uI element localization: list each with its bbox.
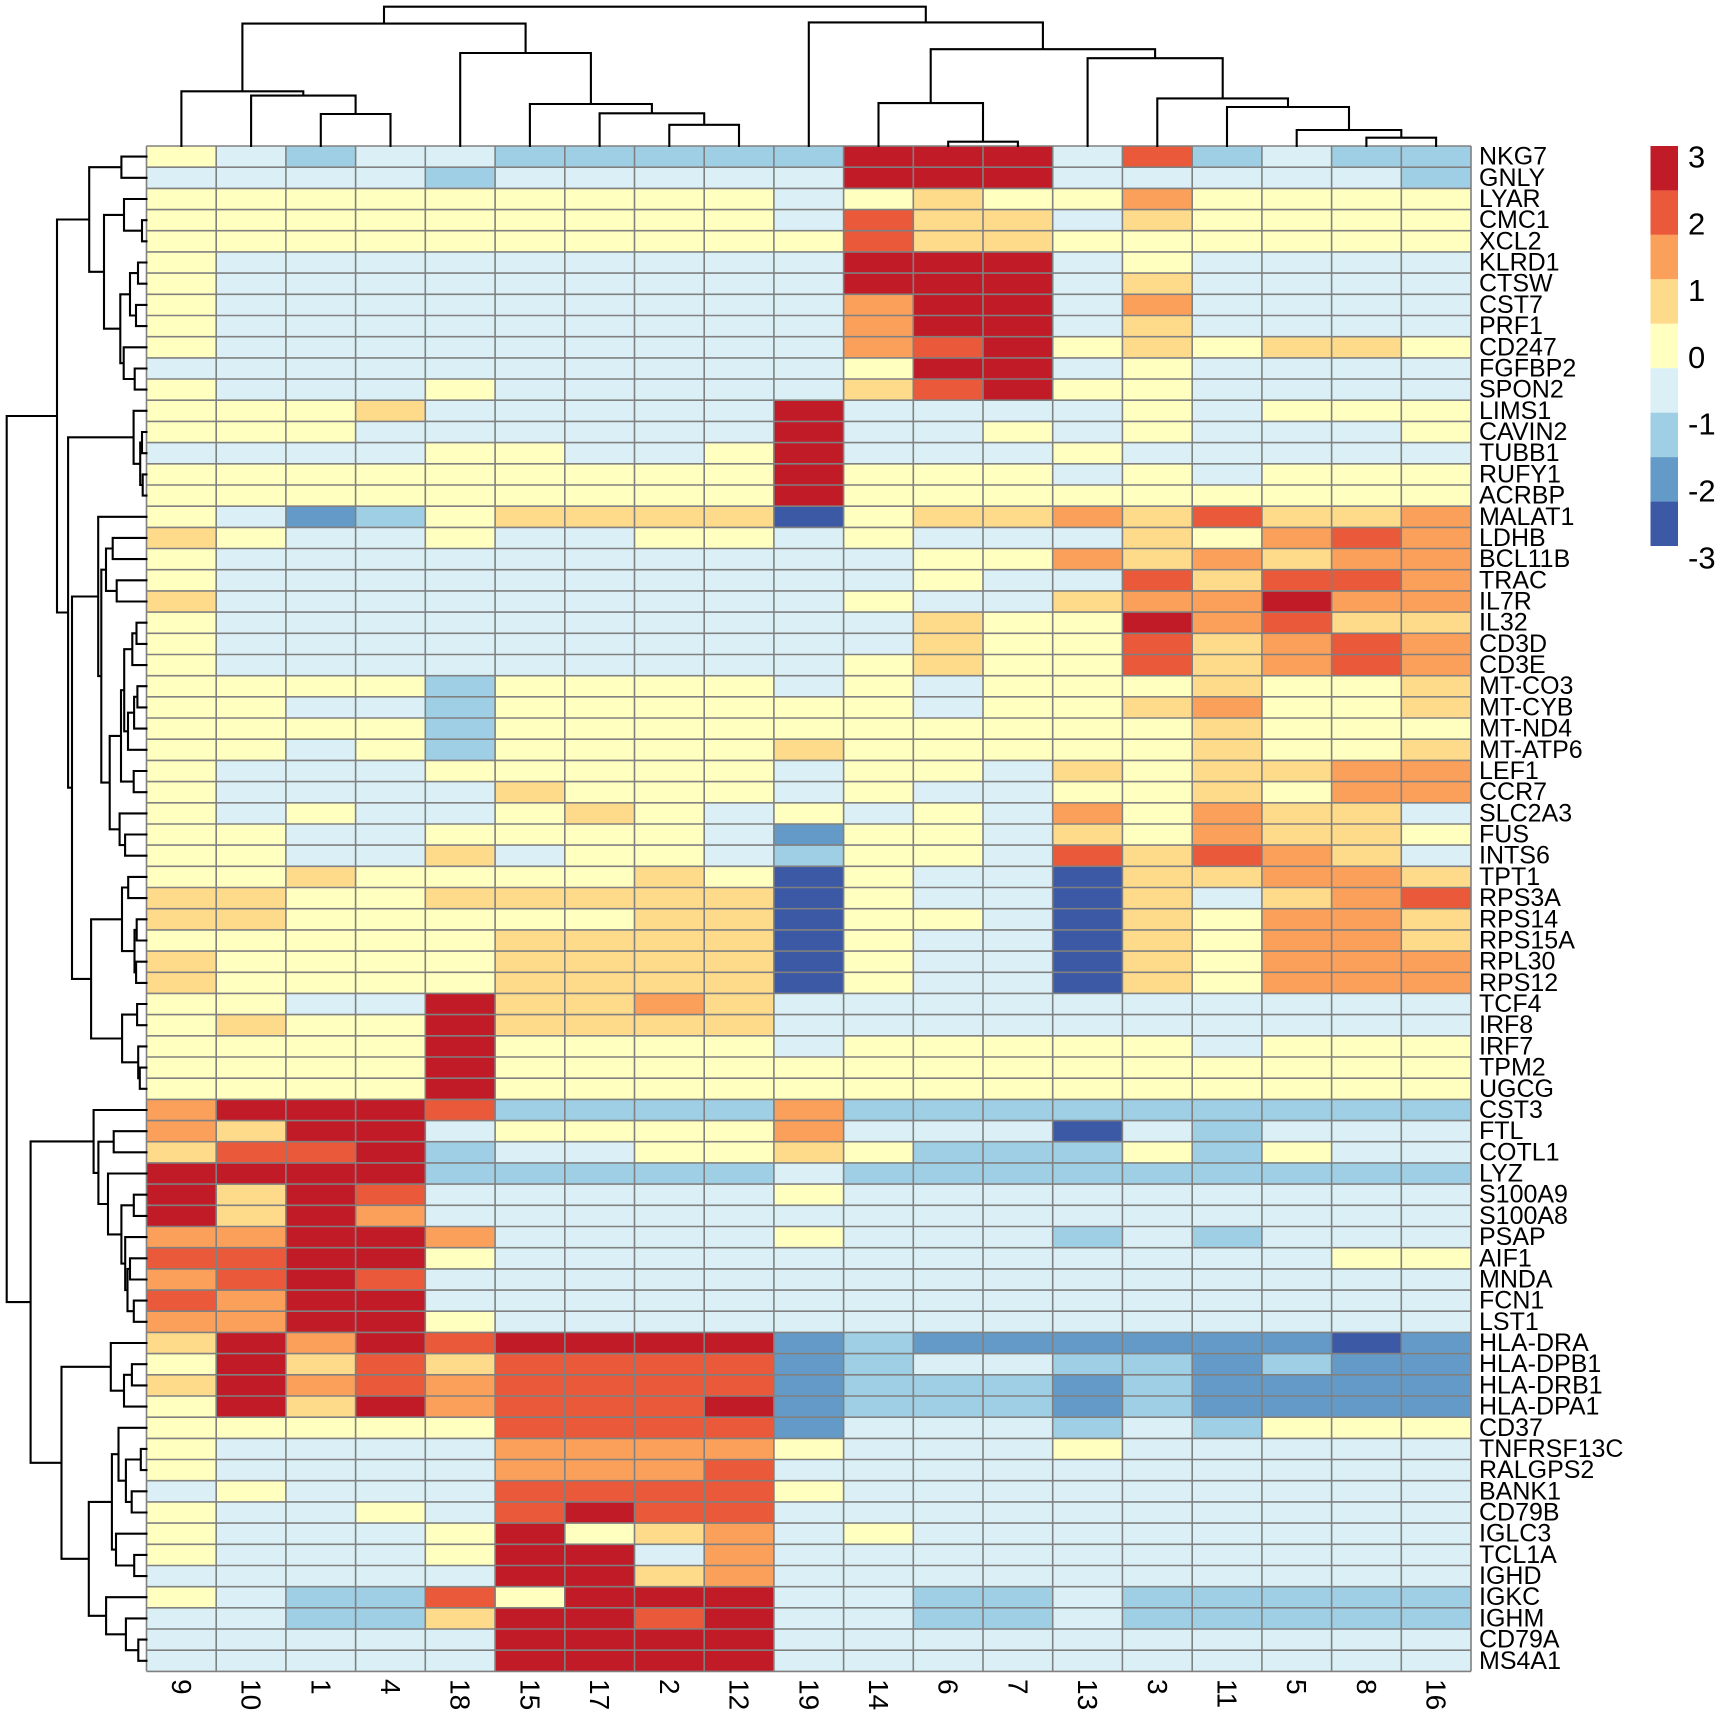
svg-text:CD3D: CD3D: [1479, 630, 1547, 658]
svg-text:UGCG: UGCG: [1479, 1075, 1554, 1103]
svg-text:IGKC: IGKC: [1479, 1583, 1540, 1611]
svg-text:AIF1: AIF1: [1479, 1244, 1532, 1272]
svg-text:LYZ: LYZ: [1479, 1160, 1523, 1188]
svg-text:MT-ATP6: MT-ATP6: [1479, 736, 1583, 764]
svg-text:S100A8: S100A8: [1479, 1202, 1568, 1230]
svg-text:MT-ND4: MT-ND4: [1479, 715, 1572, 743]
svg-text:3: 3: [1688, 140, 1705, 175]
svg-text:MNDA: MNDA: [1479, 1266, 1553, 1294]
svg-text:NKG7: NKG7: [1479, 143, 1547, 171]
svg-text:16: 16: [1421, 1679, 1452, 1710]
svg-text:IRF8: IRF8: [1479, 1011, 1533, 1039]
svg-text:CST7: CST7: [1479, 291, 1543, 319]
svg-text:BCL11B: BCL11B: [1479, 545, 1570, 573]
svg-text:TPT1: TPT1: [1479, 863, 1540, 891]
svg-text:6: 6: [933, 1679, 964, 1695]
svg-text:CD37: CD37: [1479, 1414, 1543, 1442]
svg-text:-2: -2: [1688, 474, 1716, 509]
svg-text:HLA-DRA: HLA-DRA: [1479, 1329, 1589, 1357]
svg-text:5: 5: [1281, 1679, 1312, 1695]
svg-text:FTL: FTL: [1479, 1117, 1524, 1145]
svg-text:RPL30: RPL30: [1479, 948, 1555, 976]
svg-text:2: 2: [1688, 206, 1705, 241]
svg-text:11: 11: [1212, 1679, 1243, 1708]
svg-text:19: 19: [793, 1679, 824, 1710]
svg-text:8: 8: [1351, 1679, 1382, 1695]
svg-text:MT-CYB: MT-CYB: [1479, 693, 1573, 721]
svg-text:SLC2A3: SLC2A3: [1479, 799, 1572, 827]
svg-text:CD3E: CD3E: [1479, 651, 1546, 679]
svg-text:IGHM: IGHM: [1479, 1604, 1544, 1632]
svg-text:CD79A: CD79A: [1479, 1626, 1560, 1654]
svg-text:3: 3: [1142, 1679, 1173, 1695]
svg-text:FUS: FUS: [1479, 821, 1529, 849]
svg-text:RPS15A: RPS15A: [1479, 927, 1575, 955]
svg-text:LST1: LST1: [1479, 1308, 1539, 1336]
svg-text:IRF7: IRF7: [1479, 1032, 1533, 1060]
svg-text:COTL1: COTL1: [1479, 1138, 1560, 1166]
svg-text:1: 1: [305, 1679, 336, 1695]
svg-text:17: 17: [584, 1679, 615, 1710]
svg-text:LEF1: LEF1: [1479, 757, 1539, 785]
svg-text:IL32: IL32: [1479, 609, 1528, 637]
svg-text:TNFRSF13C: TNFRSF13C: [1479, 1435, 1623, 1463]
svg-text:CD247: CD247: [1479, 333, 1557, 361]
svg-text:-3: -3: [1688, 540, 1716, 575]
svg-text:TCL1A: TCL1A: [1479, 1541, 1557, 1569]
svg-text:CD79B: CD79B: [1479, 1499, 1560, 1527]
svg-text:IL7R: IL7R: [1479, 588, 1532, 616]
svg-text:CST3: CST3: [1479, 1096, 1543, 1124]
svg-text:CCR7: CCR7: [1479, 778, 1547, 806]
svg-text:GNLY: GNLY: [1479, 164, 1546, 192]
svg-text:IGLC3: IGLC3: [1479, 1520, 1551, 1548]
svg-text:PRF1: PRF1: [1479, 312, 1543, 340]
svg-text:-1: -1: [1688, 407, 1716, 442]
svg-text:TPM2: TPM2: [1479, 1054, 1546, 1082]
svg-text:HLA-DPA1: HLA-DPA1: [1479, 1393, 1599, 1421]
svg-text:INTS6: INTS6: [1479, 842, 1550, 870]
svg-text:LIMS1: LIMS1: [1479, 397, 1551, 425]
svg-text:RALGPS2: RALGPS2: [1479, 1456, 1594, 1484]
svg-text:2: 2: [654, 1679, 685, 1695]
svg-text:S100A9: S100A9: [1479, 1181, 1568, 1209]
svg-text:7: 7: [1002, 1679, 1033, 1695]
svg-text:TUBB1: TUBB1: [1479, 439, 1560, 467]
svg-text:KLRD1: KLRD1: [1479, 249, 1560, 277]
svg-text:CMC1: CMC1: [1479, 206, 1550, 234]
svg-text:RPS3A: RPS3A: [1479, 884, 1561, 912]
svg-text:FCN1: FCN1: [1479, 1287, 1544, 1315]
svg-text:LYAR: LYAR: [1479, 185, 1541, 213]
svg-text:MALAT1: MALAT1: [1479, 503, 1574, 531]
svg-text:HLA-DPB1: HLA-DPB1: [1479, 1350, 1601, 1378]
svg-text:CTSW: CTSW: [1479, 270, 1553, 298]
svg-text:MT-CO3: MT-CO3: [1479, 672, 1573, 700]
svg-text:IGHD: IGHD: [1479, 1562, 1542, 1590]
svg-text:4: 4: [375, 1679, 406, 1695]
svg-text:13: 13: [1072, 1679, 1103, 1710]
svg-text:CAVIN2: CAVIN2: [1479, 418, 1567, 446]
svg-text:TCF4: TCF4: [1479, 990, 1542, 1018]
svg-text:XCL2: XCL2: [1479, 227, 1542, 255]
svg-text:14: 14: [863, 1679, 894, 1710]
svg-text:10: 10: [236, 1679, 267, 1710]
svg-text:9: 9: [166, 1679, 197, 1695]
svg-text:RPS12: RPS12: [1479, 969, 1558, 997]
svg-text:0: 0: [1688, 340, 1705, 375]
svg-text:15: 15: [514, 1679, 545, 1710]
svg-text:HLA-DRB1: HLA-DRB1: [1479, 1371, 1603, 1399]
svg-text:BANK1: BANK1: [1479, 1477, 1561, 1505]
svg-text:MS4A1: MS4A1: [1479, 1647, 1561, 1675]
svg-text:LDHB: LDHB: [1479, 524, 1546, 552]
svg-text:PSAP: PSAP: [1479, 1223, 1546, 1251]
svg-text:RUFY1: RUFY1: [1479, 460, 1561, 488]
svg-text:TRAC: TRAC: [1479, 566, 1547, 594]
svg-text:FGFBP2: FGFBP2: [1479, 355, 1576, 383]
svg-text:RPS14: RPS14: [1479, 905, 1558, 933]
svg-text:1: 1: [1688, 273, 1705, 308]
svg-text:ACRBP: ACRBP: [1479, 482, 1565, 510]
svg-text:SPON2: SPON2: [1479, 376, 1564, 404]
svg-text:12: 12: [724, 1679, 755, 1710]
svg-text:18: 18: [445, 1679, 476, 1710]
